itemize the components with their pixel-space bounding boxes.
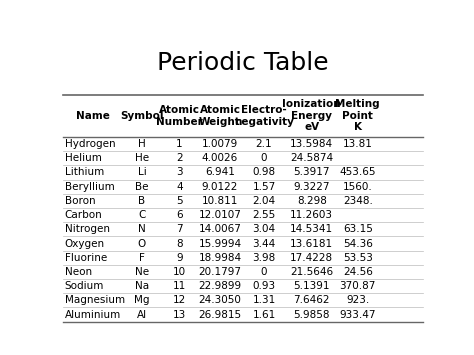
Text: 923.: 923. [346,295,369,305]
Text: 2.55: 2.55 [253,210,276,220]
Text: 8.298: 8.298 [297,196,327,206]
Text: 6.941: 6.941 [205,168,235,178]
Text: 0.98: 0.98 [253,168,275,178]
Text: B: B [138,196,146,206]
Text: Ne: Ne [135,267,149,277]
Text: 24.3050: 24.3050 [199,295,241,305]
Text: 10: 10 [173,267,186,277]
Text: 3: 3 [176,168,183,178]
Text: 1.31: 1.31 [253,295,276,305]
Text: Li: Li [137,168,146,178]
Text: 4.0026: 4.0026 [202,153,238,163]
Text: 1560.: 1560. [343,182,373,192]
Text: 5.1391: 5.1391 [293,281,330,291]
Text: 9.3227: 9.3227 [293,182,330,192]
Text: 20.1797: 20.1797 [199,267,241,277]
Text: Boron: Boron [65,196,95,206]
Text: 7: 7 [176,224,183,234]
Text: Fluorine: Fluorine [65,253,107,263]
Text: 13.81: 13.81 [343,139,373,149]
Text: Magnesium: Magnesium [65,295,125,305]
Text: Neon: Neon [65,267,92,277]
Text: 0: 0 [261,153,267,163]
Text: 1: 1 [176,139,183,149]
Text: Carbon: Carbon [65,210,102,220]
Text: 4: 4 [176,182,183,192]
Text: Hydrogen: Hydrogen [65,139,115,149]
Text: Al: Al [137,310,147,320]
Text: 17.4228: 17.4228 [290,253,333,263]
Text: 24.56: 24.56 [343,267,373,277]
Text: 18.9984: 18.9984 [199,253,242,263]
Text: 22.9899: 22.9899 [199,281,242,291]
Text: Name: Name [76,111,110,121]
Text: 13.5984: 13.5984 [290,139,333,149]
Text: N: N [138,224,146,234]
Text: 13.6181: 13.6181 [290,239,333,248]
Text: Oxygen: Oxygen [65,239,105,248]
Text: 12.0107: 12.0107 [199,210,241,220]
Text: 14.0067: 14.0067 [199,224,241,234]
Text: 14.5341: 14.5341 [290,224,333,234]
Text: 0.93: 0.93 [253,281,275,291]
Text: 453.65: 453.65 [339,168,376,178]
Text: 6: 6 [176,210,183,220]
Text: 370.87: 370.87 [339,281,376,291]
Text: 3.04: 3.04 [253,224,275,234]
Text: Lithium: Lithium [65,168,104,178]
Text: Symbol: Symbol [120,111,164,121]
Text: Sodium: Sodium [65,281,104,291]
Text: 63.15: 63.15 [343,224,373,234]
Text: 2: 2 [176,153,183,163]
Text: 9.0122: 9.0122 [202,182,238,192]
Text: 12: 12 [173,295,186,305]
Text: 1.0079: 1.0079 [202,139,238,149]
Text: Aluminium: Aluminium [65,310,121,320]
Text: Melting
Point
K: Melting Point K [336,99,380,132]
Text: Helium: Helium [65,153,101,163]
Text: 15.9994: 15.9994 [199,239,242,248]
Text: Be: Be [135,182,149,192]
Text: O: O [138,239,146,248]
Text: 7.6462: 7.6462 [293,295,330,305]
Text: 13: 13 [173,310,186,320]
Text: Ionization
Energy
eV: Ionization Energy eV [283,99,341,132]
Text: 53.53: 53.53 [343,253,373,263]
Text: 3.44: 3.44 [253,239,276,248]
Text: F: F [139,253,145,263]
Text: 9: 9 [176,253,183,263]
Text: 54.36: 54.36 [343,239,373,248]
Text: 2.1: 2.1 [256,139,273,149]
Text: 1.61: 1.61 [253,310,276,320]
Text: 11.2603: 11.2603 [290,210,333,220]
Text: Electro-
negativity: Electro- negativity [234,105,294,126]
Text: Atomic
Weight: Atomic Weight [199,105,241,126]
Text: 933.47: 933.47 [339,310,376,320]
Text: Atomic
Number: Atomic Number [156,105,203,126]
Text: He: He [135,153,149,163]
Text: 0: 0 [261,267,267,277]
Text: 5: 5 [176,196,183,206]
Text: 11: 11 [173,281,186,291]
Text: H: H [138,139,146,149]
Text: 26.9815: 26.9815 [199,310,242,320]
Text: 2348.: 2348. [343,196,373,206]
Text: 24.5874: 24.5874 [290,153,333,163]
Text: C: C [138,210,146,220]
Text: Nitrogen: Nitrogen [65,224,110,234]
Text: Periodic Table: Periodic Table [157,51,329,75]
Text: 21.5646: 21.5646 [290,267,333,277]
Text: 5.3917: 5.3917 [293,168,330,178]
Text: 1.57: 1.57 [253,182,276,192]
Text: Mg: Mg [134,295,150,305]
Text: 8: 8 [176,239,183,248]
Text: 3.98: 3.98 [253,253,276,263]
Text: 10.811: 10.811 [202,196,238,206]
Text: Beryllium: Beryllium [65,182,115,192]
Text: Na: Na [135,281,149,291]
Text: 5.9858: 5.9858 [293,310,330,320]
Text: 2.04: 2.04 [253,196,275,206]
